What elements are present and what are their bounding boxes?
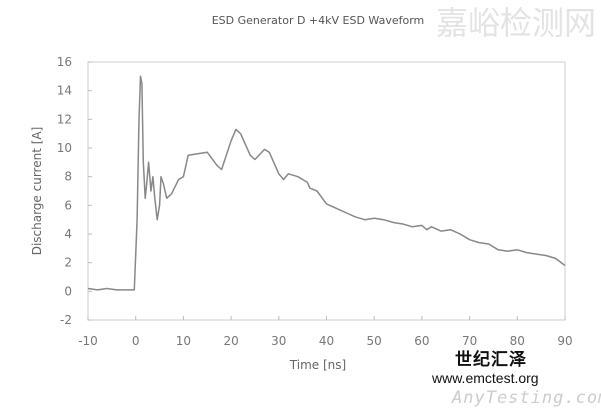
watermark-brand-url: www.emctest.org xyxy=(432,370,539,386)
y-tick-label: 0 xyxy=(64,284,72,298)
y-tick-label: 16 xyxy=(57,55,72,69)
watermark-brand-cn: 世纪汇泽 xyxy=(455,350,527,370)
y-tick-label: 12 xyxy=(57,112,72,126)
x-tick-label: 60 xyxy=(414,334,429,348)
x-tick-label: 30 xyxy=(271,334,286,348)
y-tick-label: 6 xyxy=(64,198,72,212)
x-tick-label: 90 xyxy=(557,334,572,348)
x-tick-label: 20 xyxy=(223,334,238,348)
y-tick-label: 14 xyxy=(57,84,72,98)
x-tick-label: 0 xyxy=(132,334,140,348)
series-line xyxy=(87,75,566,291)
y-tick-label: 8 xyxy=(64,170,72,184)
x-tick-label: 70 xyxy=(462,334,477,348)
x-axis-label: Time [ns] xyxy=(289,358,346,372)
x-tick-label: 10 xyxy=(176,334,191,348)
y-tick-label: 4 xyxy=(64,227,72,241)
y-tick-label: -2 xyxy=(60,313,72,327)
x-tick-label: 50 xyxy=(367,334,382,348)
x-tick-label: 40 xyxy=(319,334,334,348)
watermark-site-cn: 嘉峪检测网 xyxy=(436,4,597,42)
x-tick-label: -10 xyxy=(78,334,98,348)
y-tick-label: 10 xyxy=(57,141,72,155)
watermark-site: AnyTesting.com xyxy=(452,388,601,408)
chart-title: ESD Generator D +4kV ESD Waveform xyxy=(212,14,425,27)
x-tick-label: 80 xyxy=(510,334,525,348)
y-axis-label: Discharge current [A] xyxy=(30,127,44,256)
y-tick-label: 2 xyxy=(64,256,72,270)
